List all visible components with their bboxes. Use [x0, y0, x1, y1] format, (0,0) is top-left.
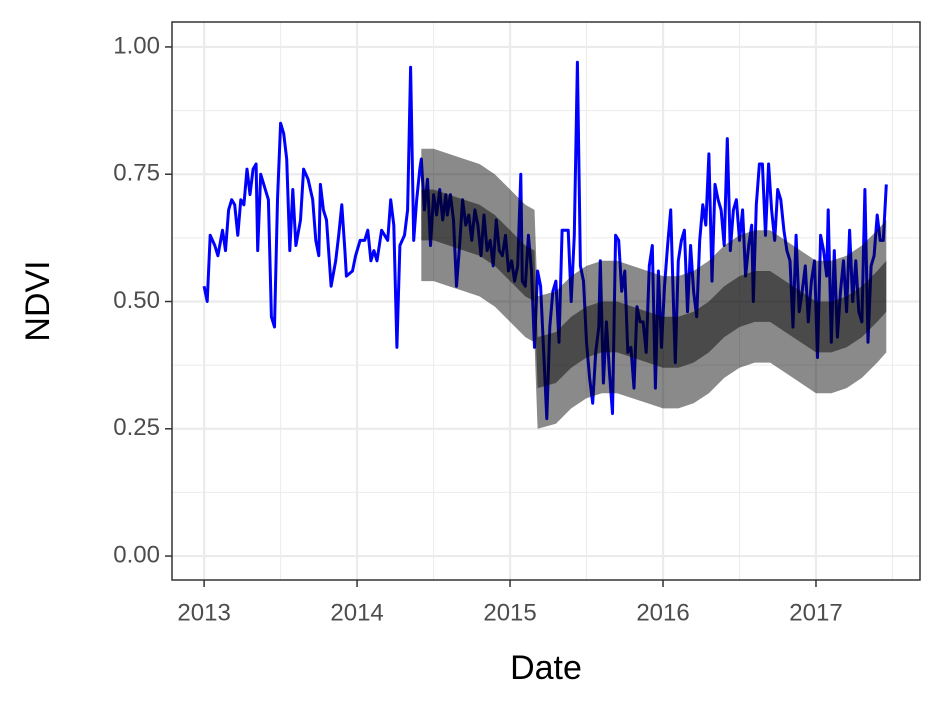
y-tick-label: 1.00: [113, 32, 160, 59]
data-line: [202, 60, 888, 421]
x-tick-label: 2014: [330, 599, 383, 626]
y-tick-label: 0.25: [113, 414, 160, 441]
x-tick-label: 2016: [636, 599, 689, 626]
x-tick-label: 2015: [483, 599, 536, 626]
y-tick-label: 0.75: [113, 160, 160, 187]
x-tick-label: 2017: [789, 599, 842, 626]
y-tick-label: 0.50: [113, 287, 160, 314]
inner-band: [421, 189, 887, 389]
outer-band: [421, 148, 887, 429]
x-tick-label: 2013: [177, 599, 230, 626]
y-tick-label: 0.00: [113, 541, 160, 568]
x-axis-title: Date: [510, 649, 582, 687]
y-axis-title: NDVI: [19, 260, 57, 341]
